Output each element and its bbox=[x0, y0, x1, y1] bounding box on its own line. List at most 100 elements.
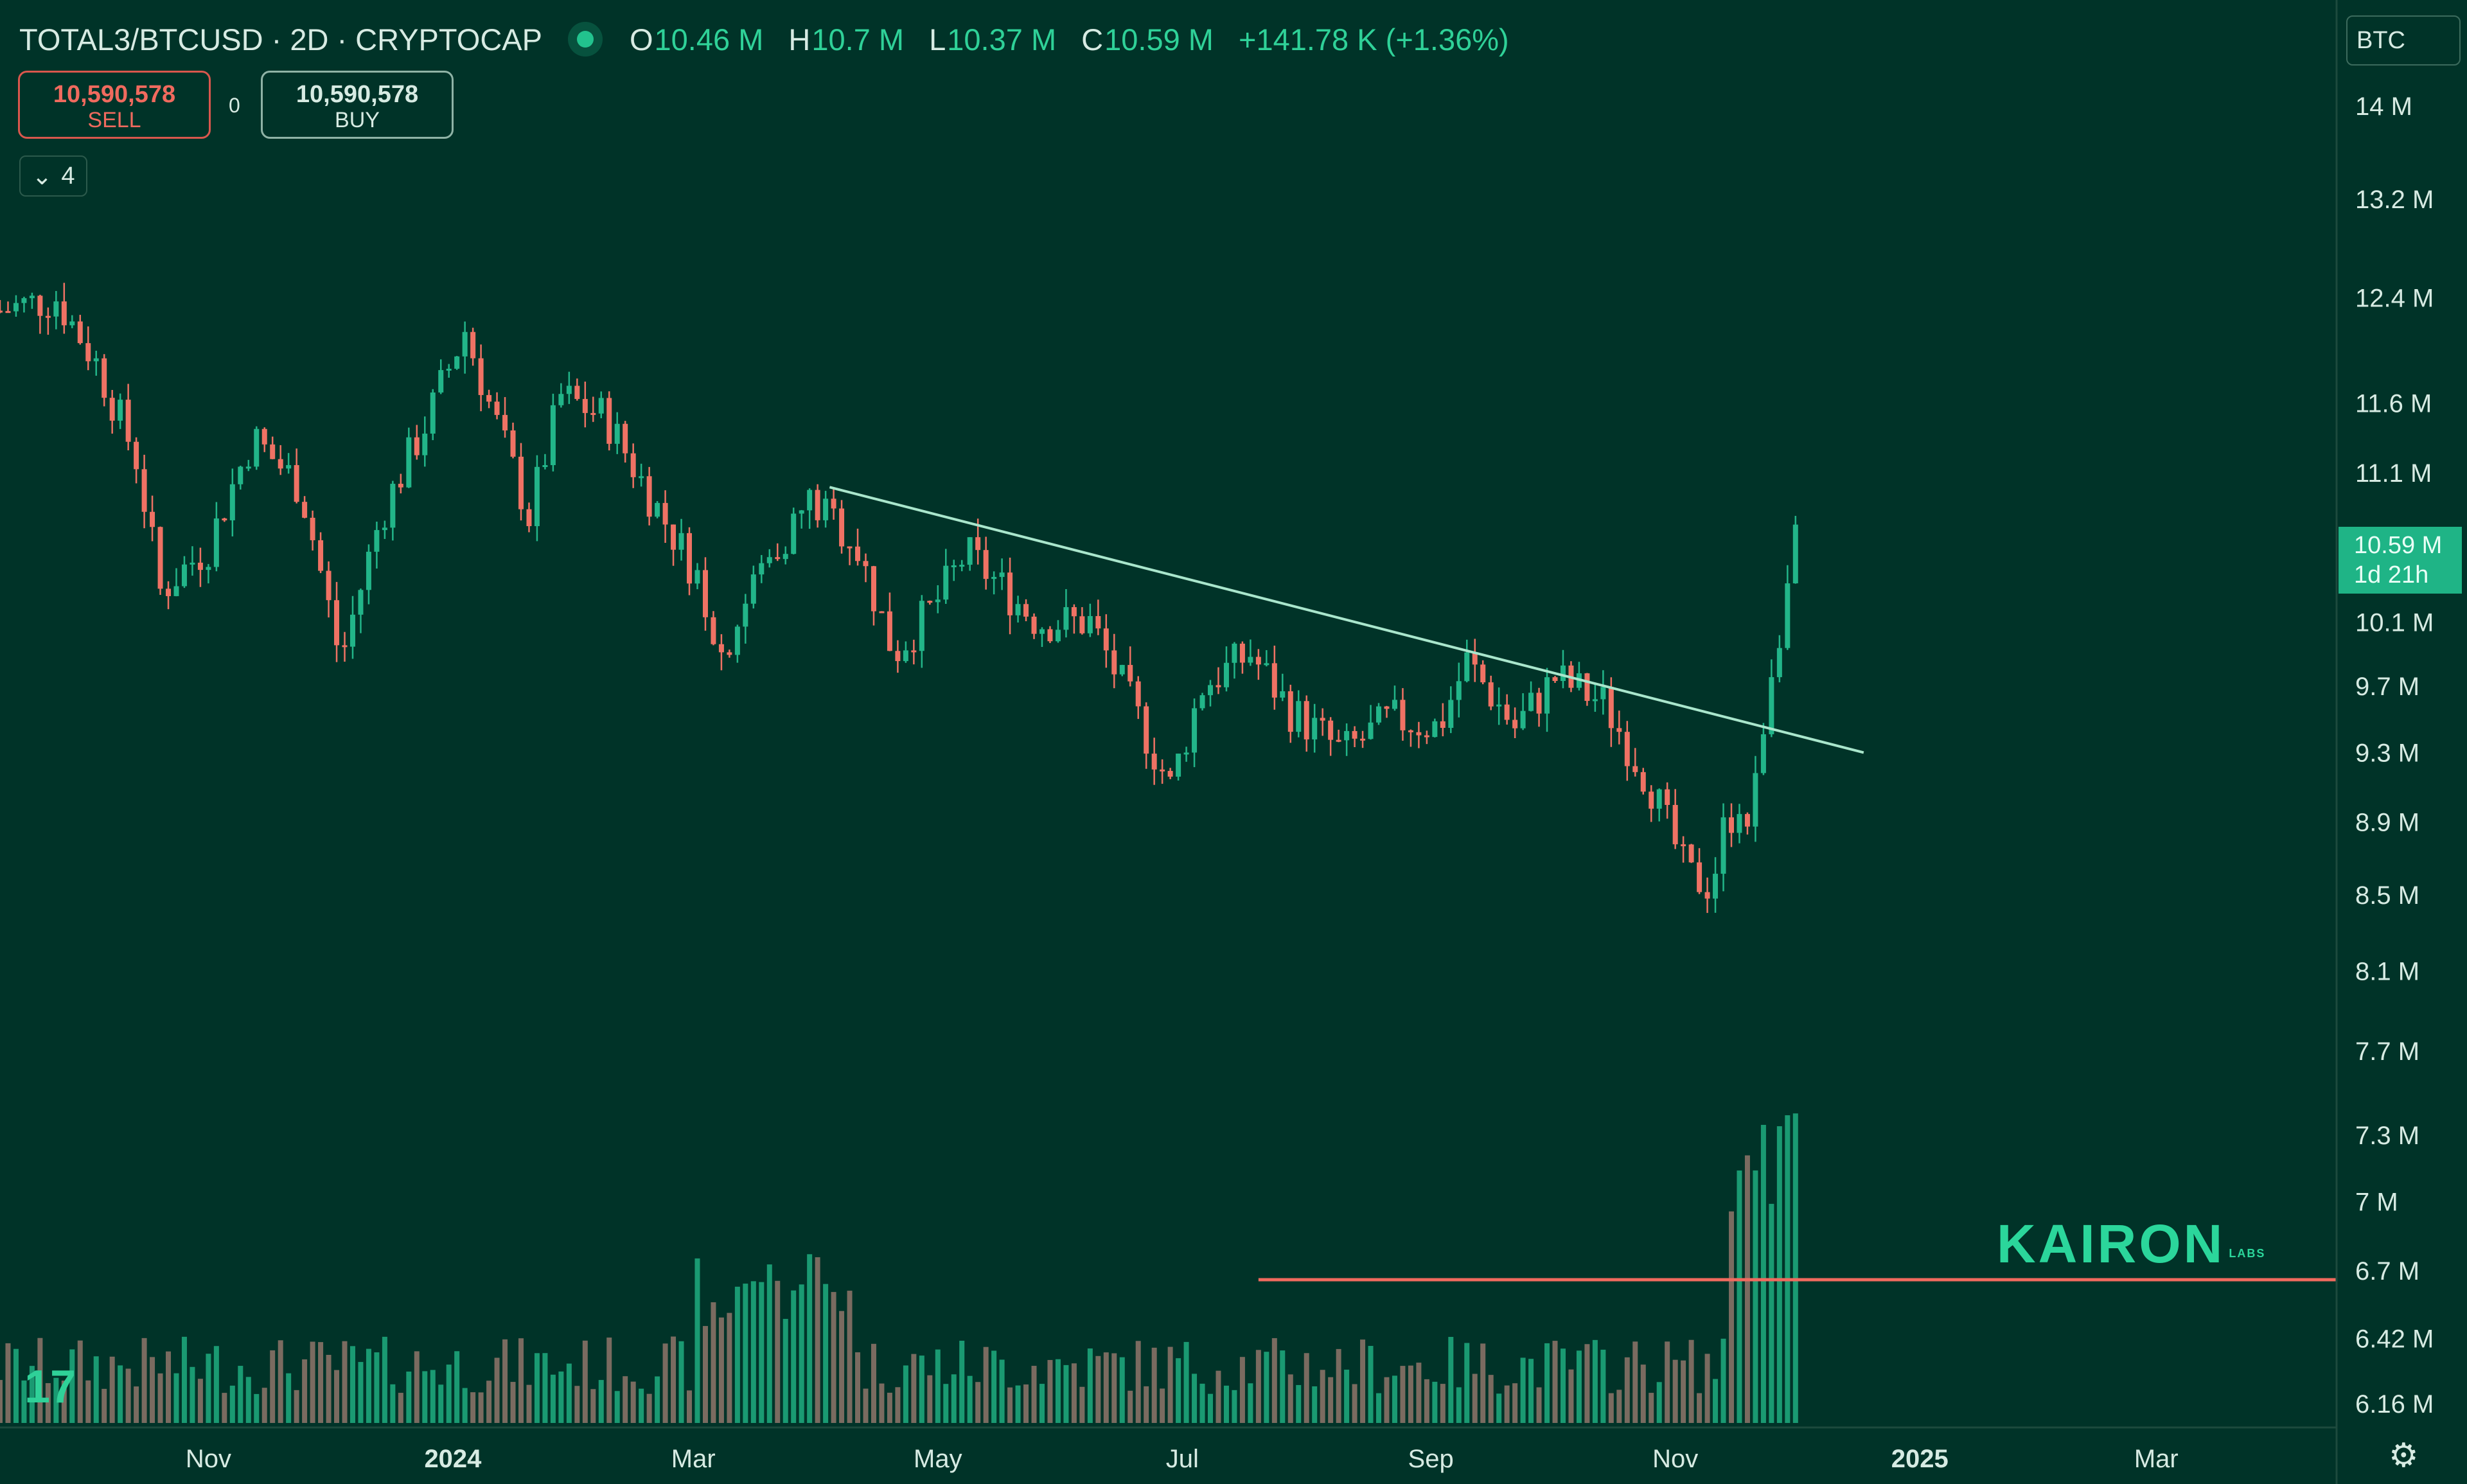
volume-bar bbox=[967, 1375, 973, 1423]
volume-bar bbox=[486, 1381, 492, 1423]
candle-body bbox=[911, 650, 917, 653]
volume-bar bbox=[614, 1391, 620, 1423]
volume-bar bbox=[1328, 1377, 1334, 1423]
candle-body bbox=[855, 546, 861, 561]
candle-body bbox=[310, 517, 315, 540]
volume-bar bbox=[662, 1343, 668, 1423]
candle-body bbox=[831, 499, 836, 509]
volume-bar bbox=[1544, 1343, 1550, 1423]
volume-bar bbox=[558, 1371, 564, 1423]
candle-body bbox=[157, 527, 163, 589]
volume-bar bbox=[109, 1356, 115, 1423]
time-axis[interactable]: Nov 2024 Mar May Jul Sep Nov 2025 Mar bbox=[186, 1445, 2179, 1473]
candle-body bbox=[358, 590, 364, 615]
symbol-header: TOTAL3/BTCUSD · 2D · CRYPTOCAP O10.46 M … bbox=[19, 17, 1526, 62]
candle-body bbox=[1496, 704, 1502, 707]
candle-body bbox=[1528, 693, 1534, 711]
low-value: 10.37 M bbox=[947, 22, 1057, 57]
candle-body bbox=[270, 444, 276, 459]
candle-body bbox=[1296, 701, 1302, 732]
volume-bar bbox=[13, 1348, 19, 1423]
candle-body bbox=[1103, 628, 1109, 651]
candle-body bbox=[903, 650, 908, 662]
volume-bar bbox=[574, 1386, 580, 1423]
sell-button[interactable]: 10,590,578 SELL bbox=[18, 71, 211, 139]
candle-body bbox=[839, 508, 845, 547]
settings-icon[interactable]: ⚙ bbox=[2389, 1437, 2419, 1474]
indicators-toggle[interactable]: ⌄ 4 bbox=[19, 155, 87, 197]
candle-body bbox=[37, 296, 43, 316]
volume-bar bbox=[1135, 1341, 1141, 1423]
price-axis[interactable]: 14 M 13.2 M 12.4 M 11.6 M 11.1 M 10.1 M 9.7 M 9… bbox=[2355, 93, 2434, 1418]
volume-bar bbox=[1520, 1357, 1526, 1423]
high-value: 10.7 M bbox=[811, 22, 905, 57]
volume-bar bbox=[718, 1317, 724, 1423]
volume-bar bbox=[1031, 1366, 1037, 1423]
volume-bar bbox=[1183, 1341, 1189, 1423]
volume-bar bbox=[1624, 1357, 1630, 1423]
volume-bar bbox=[1632, 1341, 1638, 1423]
buy-button[interactable]: 10,590,578 BUY bbox=[261, 71, 454, 139]
volume-bar bbox=[510, 1382, 516, 1423]
currency-selector[interactable]: BTC bbox=[2346, 15, 2461, 66]
volume-bar bbox=[1592, 1339, 1598, 1423]
symbol-title[interactable]: TOTAL3/BTCUSD · 2D · CRYPTOCAP bbox=[19, 22, 542, 57]
candle-body bbox=[1672, 804, 1678, 845]
volume-bar bbox=[727, 1312, 732, 1423]
candle-body bbox=[1127, 665, 1133, 682]
volume-bar bbox=[1681, 1360, 1686, 1423]
candle-body bbox=[5, 311, 11, 314]
volume-bar bbox=[702, 1326, 708, 1423]
candle-body bbox=[1665, 789, 1670, 805]
volume-bar bbox=[935, 1349, 941, 1423]
volume-bar bbox=[134, 1386, 139, 1423]
volume-bar bbox=[1216, 1370, 1221, 1423]
price-tick-label: 7.7 M bbox=[2355, 1038, 2419, 1066]
candle-body bbox=[807, 490, 813, 511]
candle-body bbox=[1769, 677, 1774, 734]
volume-bar bbox=[1728, 1211, 1734, 1423]
volume-bar bbox=[1472, 1374, 1478, 1423]
candle-body bbox=[783, 554, 788, 560]
volume-bar bbox=[951, 1374, 957, 1423]
volume-bar bbox=[502, 1339, 508, 1423]
candle-body bbox=[623, 423, 628, 454]
trendline[interactable] bbox=[829, 486, 1864, 754]
volume-bar bbox=[1665, 1341, 1670, 1423]
kairon-logo: KAIRON LABS bbox=[1997, 1213, 2265, 1275]
candle-body bbox=[1199, 695, 1205, 709]
volume-bar bbox=[1239, 1357, 1245, 1423]
volume-bar bbox=[125, 1368, 131, 1423]
candle-body bbox=[1264, 663, 1269, 666]
volume-bar bbox=[69, 1349, 75, 1423]
candle-body bbox=[1544, 677, 1550, 714]
volume-bar bbox=[1608, 1393, 1614, 1423]
volume-bar bbox=[173, 1373, 179, 1423]
candle-body bbox=[118, 400, 123, 421]
price-tick-label: 7.3 M bbox=[2355, 1122, 2419, 1150]
candle-body bbox=[125, 400, 131, 442]
volume-bar bbox=[1480, 1343, 1486, 1423]
volume-bar bbox=[254, 1393, 260, 1423]
volume-bar bbox=[734, 1286, 740, 1423]
candle-body bbox=[1360, 738, 1366, 741]
candle-body bbox=[935, 599, 941, 603]
tradingview-logo[interactable]: 17 bbox=[24, 1361, 76, 1413]
volume-bar bbox=[294, 1390, 299, 1423]
volume-bar bbox=[150, 1357, 155, 1423]
candle-body bbox=[502, 414, 508, 431]
volume-bar bbox=[1432, 1381, 1438, 1423]
volume-bar bbox=[1720, 1338, 1726, 1423]
candle-body bbox=[727, 652, 732, 655]
candle-body bbox=[1681, 844, 1686, 847]
volume-bar bbox=[1063, 1365, 1069, 1423]
candle-body bbox=[1713, 874, 1719, 899]
volume-bar bbox=[229, 1385, 235, 1423]
candle-body bbox=[983, 550, 989, 579]
volume-bar bbox=[1488, 1375, 1494, 1423]
candle-body bbox=[558, 394, 564, 405]
volume-bar bbox=[1127, 1390, 1133, 1423]
volume-bars bbox=[0, 1113, 1798, 1423]
volume-bar bbox=[815, 1257, 820, 1423]
